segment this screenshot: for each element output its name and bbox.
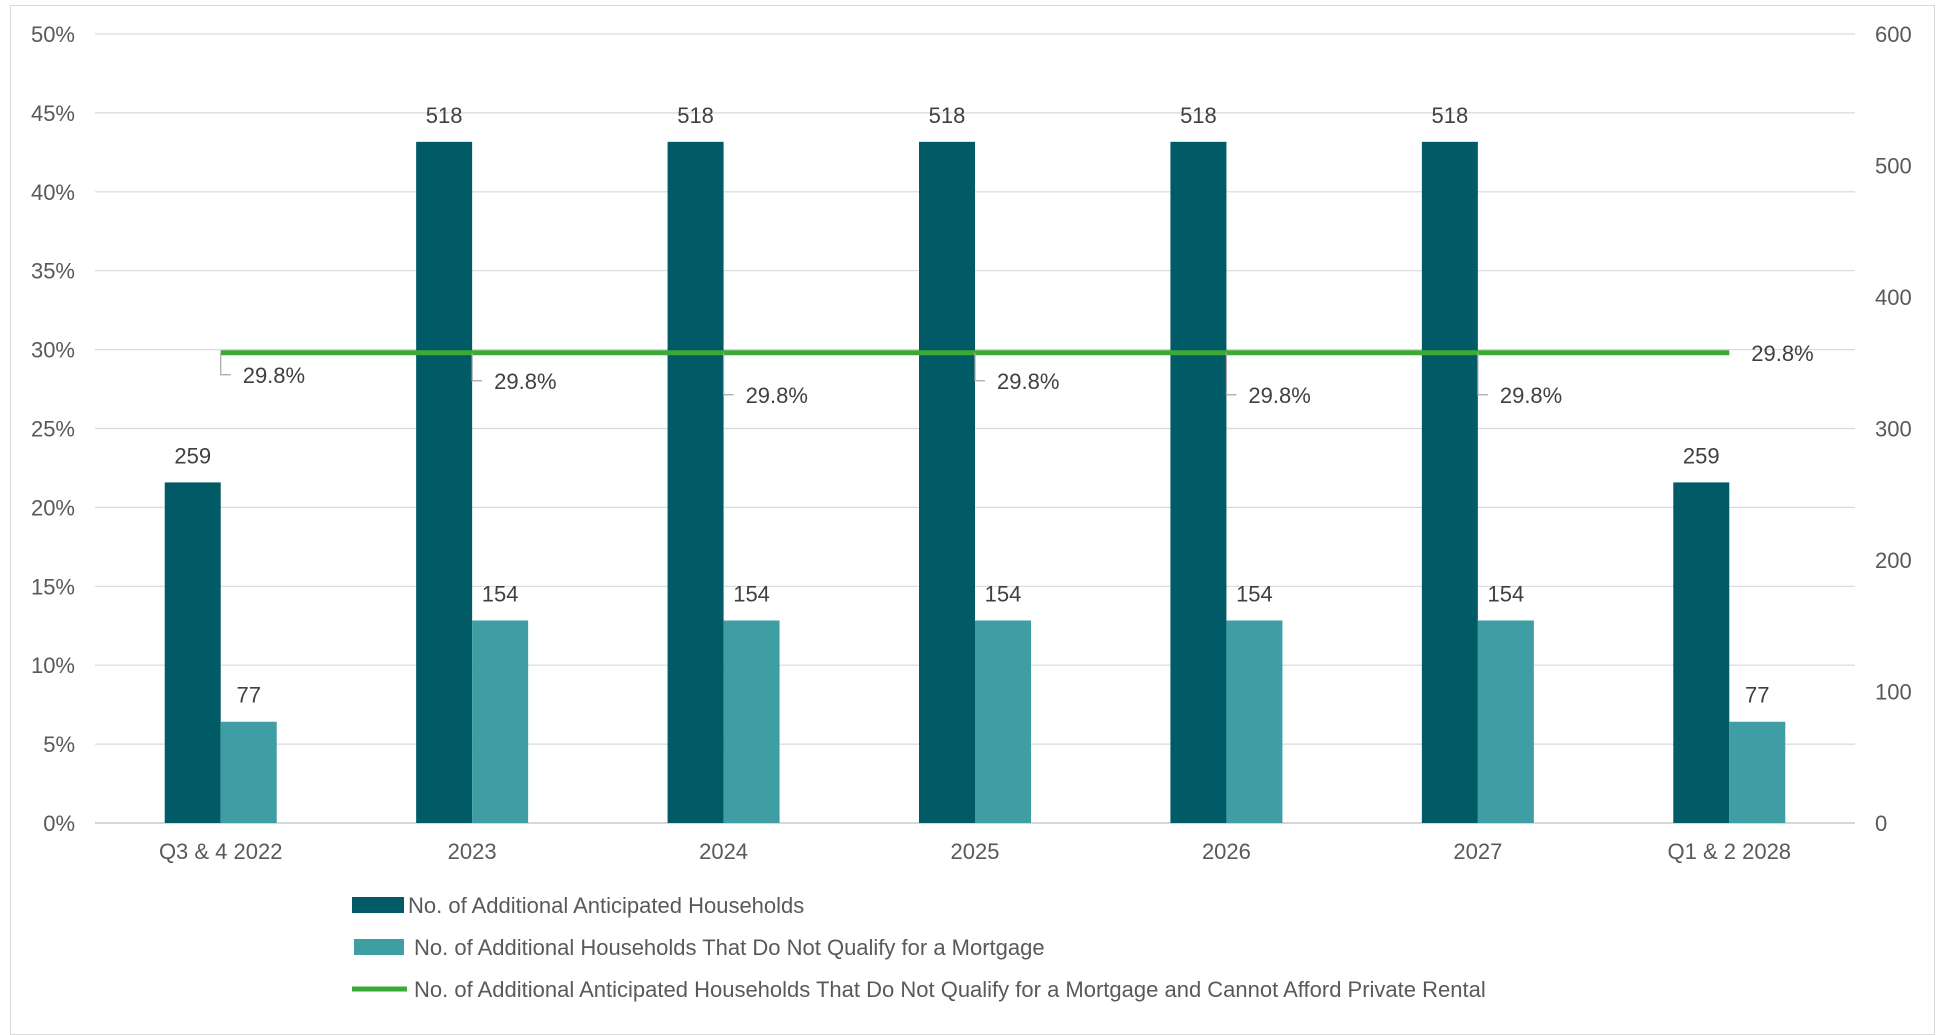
data-labels: 259 518 518 518 518 518 259 77 154 154 154 154 154 77… xyxy=(174,103,1813,708)
left-tick-label: 45% xyxy=(31,101,75,126)
line-data-label: 29.8% xyxy=(1248,383,1310,408)
right-tick-label: 100 xyxy=(1875,680,1912,705)
line-data-label: 29.8% xyxy=(494,369,556,394)
leader-line xyxy=(722,352,734,396)
leader-line xyxy=(1477,352,1488,396)
legend-swatch xyxy=(352,897,404,913)
bar-data-label: 77 xyxy=(1745,683,1769,708)
line-data-label: 29.8% xyxy=(1500,383,1562,408)
bar-anticipated-households xyxy=(416,141,473,823)
right-tick-label: 600 xyxy=(1875,22,1912,47)
right-tick-label: 300 xyxy=(1875,417,1912,442)
legend: No. of Additional Anticipated Households… xyxy=(352,893,1486,1002)
bar-data-label: 259 xyxy=(174,443,211,468)
bar-data-label: 77 xyxy=(236,683,260,708)
x-axis: Q3 & 4 2022 2023 2024 2025 2026 2027 Q1 & 2 20… xyxy=(159,839,1791,864)
left-tick-label: 35% xyxy=(31,259,75,284)
line-data-label: 29.8% xyxy=(1751,341,1813,366)
left-tick-label: 30% xyxy=(31,338,75,363)
left-tick-label: 50% xyxy=(31,22,75,47)
bar-data-label: 154 xyxy=(1236,581,1273,606)
right-tick-label: 400 xyxy=(1875,285,1912,310)
x-tick-label: 2026 xyxy=(1202,839,1251,864)
right-y-axis: 0 100 200 300 400 500 600 xyxy=(1875,22,1912,836)
right-tick-label: 500 xyxy=(1875,154,1912,179)
bar-data-label: 518 xyxy=(677,103,714,128)
left-y-axis: 0% 5% 10% 15% 20% 25% 30% 35% 40% 45% 50% xyxy=(31,22,75,836)
bar-anticipated-households xyxy=(1170,141,1227,823)
left-tick-label: 15% xyxy=(31,574,75,599)
x-tick-label: Q1 & 2 2028 xyxy=(1668,839,1792,864)
left-tick-label: 10% xyxy=(31,653,75,678)
bar-no-mortgage-households xyxy=(1477,620,1534,823)
line-data-label: 29.8% xyxy=(243,363,305,388)
leader-line xyxy=(974,352,985,382)
bar-data-label: 259 xyxy=(1683,443,1720,468)
x-tick-label: Q3 & 4 2022 xyxy=(159,839,283,864)
left-tick-label: 0% xyxy=(43,811,75,836)
bar-data-label: 154 xyxy=(985,581,1022,606)
legend-label: No. of Additional Anticipated Households xyxy=(408,893,804,918)
bar-data-label: 518 xyxy=(1431,103,1468,128)
left-tick-label: 20% xyxy=(31,495,75,520)
right-tick-label: 200 xyxy=(1875,548,1912,573)
bar-no-mortgage-households xyxy=(1226,620,1283,823)
bar-no-mortgage-households xyxy=(1729,721,1786,823)
left-tick-label: 40% xyxy=(31,180,75,205)
bar-data-label: 154 xyxy=(482,581,519,606)
legend-swatch xyxy=(354,939,404,955)
leader-line xyxy=(1225,352,1237,396)
bar-no-mortgage-households xyxy=(472,620,529,823)
x-tick-label: 2023 xyxy=(448,839,497,864)
bar-anticipated-households xyxy=(667,141,724,823)
x-tick-label: 2024 xyxy=(699,839,748,864)
legend-label: No. of Additional Households That Do Not… xyxy=(414,935,1045,960)
line-data-label: 29.8% xyxy=(997,369,1059,394)
right-tick-label: 0 xyxy=(1875,811,1887,836)
bar-data-label: 518 xyxy=(426,103,463,128)
bar-no-mortgage-households xyxy=(220,721,277,823)
leader-line xyxy=(471,352,483,382)
bar-anticipated-households xyxy=(164,482,221,823)
bar-anticipated-households xyxy=(1673,482,1730,823)
left-tick-label: 5% xyxy=(43,732,75,757)
bar-anticipated-households xyxy=(1421,141,1478,823)
line-data-label: 29.8% xyxy=(746,383,808,408)
bar-data-label: 154 xyxy=(1487,581,1524,606)
bar-data-label: 518 xyxy=(1180,103,1217,128)
x-tick-label: 2025 xyxy=(951,839,1000,864)
bar-anticipated-households xyxy=(919,141,975,823)
x-tick-label: 2027 xyxy=(1453,839,1502,864)
bar-no-mortgage-households xyxy=(723,620,780,823)
bar-no-mortgage-households xyxy=(975,620,1031,823)
bars xyxy=(164,141,1786,823)
legend-label: No. of Additional Anticipated Households… xyxy=(414,977,1486,1002)
left-tick-label: 25% xyxy=(31,417,75,442)
leader-line xyxy=(220,352,231,376)
bar-data-label: 518 xyxy=(929,103,966,128)
bar-data-label: 154 xyxy=(733,581,770,606)
